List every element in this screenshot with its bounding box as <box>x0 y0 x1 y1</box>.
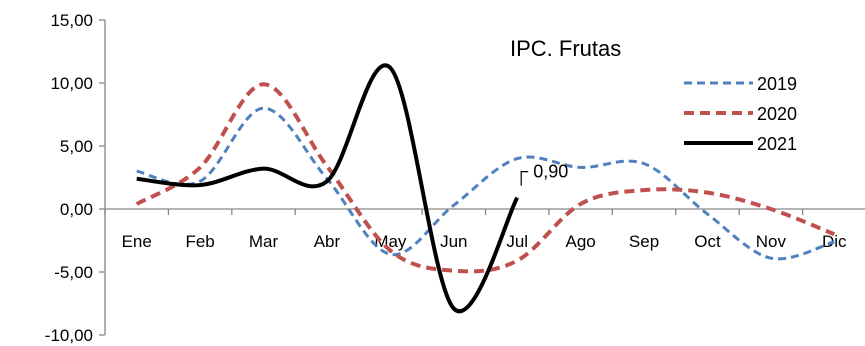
x-tick-label: Nov <box>756 232 787 251</box>
x-tick-label: Oct <box>694 232 721 251</box>
y-tick-label: 0,00 <box>60 200 93 219</box>
y-tick-label: -5,00 <box>54 263 93 282</box>
x-tick-label: Ene <box>122 232 152 251</box>
series-line-2021 <box>136 63 519 314</box>
legend-label-2019: 2019 <box>757 74 797 94</box>
y-tick-labels: -10,00 -5,00 0,00 5,00 10,00 15,00 <box>45 11 93 345</box>
x-tick-label: Jul <box>506 232 528 251</box>
x-tick-label: Dic <box>822 232 847 251</box>
legend-label-2021: 2021 <box>757 134 797 154</box>
series-line-2019 <box>136 106 835 261</box>
chart-title: IPC. Frutas <box>510 36 621 61</box>
y-tick-label: -10,00 <box>45 326 93 345</box>
annotation-leader <box>520 171 529 186</box>
series-lines <box>135 63 836 314</box>
data-label-Jul: 0,90 <box>533 162 568 182</box>
series-line-2020 <box>135 82 836 274</box>
x-tick-label: Feb <box>185 232 214 251</box>
x-tick-marks <box>104 209 804 215</box>
y-tick-label: 5,00 <box>60 137 93 156</box>
y-tick-label: 10,00 <box>50 74 93 93</box>
y-tick-label: 15,00 <box>50 11 93 30</box>
legend: 2019 2020 2021 <box>684 74 797 154</box>
y-tick-marks <box>99 19 105 336</box>
x-tick-label: May <box>374 232 407 251</box>
x-tick-label: Sep <box>629 232 659 251</box>
x-tick-label: Ago <box>566 232 596 251</box>
legend-label-2020: 2020 <box>757 104 797 124</box>
data-annotations: 0,90 <box>520 162 568 186</box>
x-tick-labels: Ene Feb Mar Abr May Jun Jul Ago Sep Oct Nov Dic <box>122 232 847 251</box>
x-tick-label: Mar <box>249 232 279 251</box>
x-tick-label: Jun <box>440 232 467 251</box>
x-tick-label: Abr <box>314 232 341 251</box>
